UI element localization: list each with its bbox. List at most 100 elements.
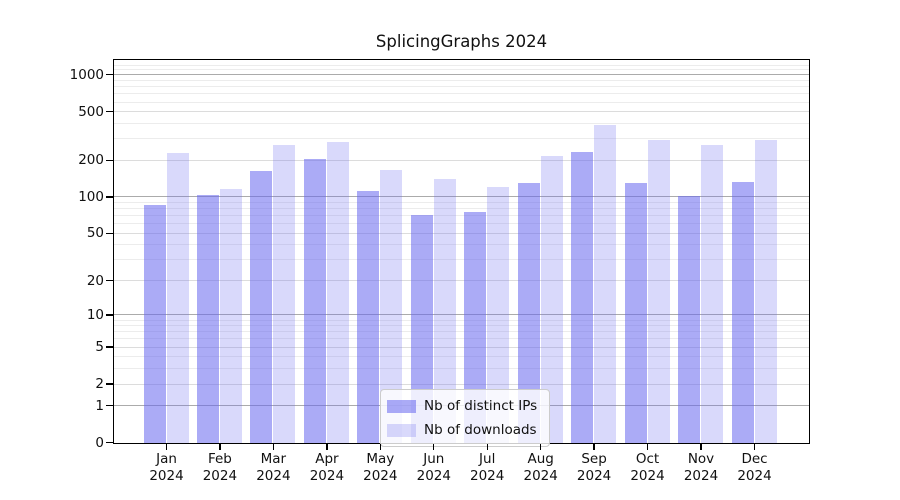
gridline-1200 bbox=[114, 64, 809, 66]
bar-nb-of-downloads-jan bbox=[166, 153, 189, 443]
gridline-1100 bbox=[114, 69, 809, 71]
gridline-20 bbox=[114, 280, 809, 281]
gridline-400 bbox=[114, 123, 809, 124]
bar-nb-of-downloads-feb bbox=[220, 189, 242, 443]
x-tick-label-dec: Dec 2024 bbox=[737, 451, 772, 484]
bar-nb-of-distinct-ips-oct bbox=[624, 182, 647, 443]
x-tick-mark-nov bbox=[700, 444, 702, 450]
y-tick-mark bbox=[106, 314, 113, 316]
y-tick-label-2: 2 bbox=[95, 376, 104, 392]
x-tick-label-may: May 2024 bbox=[363, 451, 398, 484]
bar-nb-of-downloads-apr bbox=[326, 142, 349, 443]
gridline-700 bbox=[114, 93, 809, 95]
gridline-100 bbox=[114, 196, 809, 198]
x-tick-mark-sep bbox=[593, 444, 595, 450]
gridline-9 bbox=[114, 319, 809, 321]
gridline-80 bbox=[114, 208, 809, 210]
x-tick-label-oct: Oct 2024 bbox=[630, 451, 665, 484]
bar-nb-of-downloads-oct bbox=[647, 140, 670, 443]
gridline-900 bbox=[114, 79, 809, 81]
bar-nb-of-downloads-mar bbox=[273, 144, 296, 443]
bar-nb-of-distinct-ips-apr bbox=[303, 159, 326, 443]
legend: Nb of distinct IPs Nb of downloads bbox=[380, 389, 551, 447]
gridline-500 bbox=[114, 111, 809, 113]
x-tick-label-mar: Mar 2024 bbox=[256, 451, 291, 484]
gridline-300 bbox=[114, 138, 809, 140]
y-tick-label-10: 10 bbox=[86, 306, 104, 323]
gridline-3 bbox=[114, 368, 809, 370]
x-tick-label-sep: Sep 2024 bbox=[576, 451, 612, 484]
y-tick-label-100: 100 bbox=[78, 188, 104, 205]
y-tick-label-1: 1 bbox=[95, 397, 104, 414]
gridline-90 bbox=[114, 201, 809, 203]
y-tick-mark bbox=[106, 383, 113, 385]
x-tick-label-nov: Nov 2024 bbox=[683, 451, 719, 484]
gridline-30 bbox=[114, 259, 809, 261]
y-tick-mark bbox=[106, 196, 113, 198]
y-tick-label-0: 0 bbox=[95, 434, 104, 451]
bar-nb-of-distinct-ips-dec bbox=[731, 181, 754, 443]
legend-swatch-distinct-ips bbox=[387, 399, 416, 413]
bar-nb-of-distinct-ips-aug bbox=[517, 182, 540, 443]
bar-nb-of-distinct-ips-may bbox=[357, 191, 380, 443]
gridline-8 bbox=[114, 325, 809, 327]
y-tick-label-1000: 1000 bbox=[69, 66, 104, 83]
legend-item-distinct-ips: Nb of distinct IPs bbox=[387, 398, 537, 414]
bar-nb-of-downloads-jul bbox=[487, 186, 510, 443]
x-tick-mark-jan bbox=[165, 444, 168, 450]
y-tick-mark bbox=[106, 346, 113, 348]
x-tick-mark-jun bbox=[433, 444, 435, 450]
bar-nb-of-distinct-ips-sep bbox=[571, 152, 594, 443]
chart-title: SplicingGraphs 2024 bbox=[375, 32, 548, 51]
gridline-10 bbox=[114, 314, 809, 316]
bar-nb-of-downloads-may bbox=[380, 170, 403, 443]
gridline-600 bbox=[114, 101, 809, 103]
gridline-7 bbox=[114, 331, 809, 333]
plot-area: Nb of distinct IPs Nb of downloads bbox=[113, 59, 810, 447]
y-tick-label-50: 50 bbox=[86, 225, 104, 242]
y-tick-mark bbox=[106, 159, 113, 161]
y-tick-label-5: 5 bbox=[95, 339, 104, 356]
gridline-60 bbox=[114, 223, 809, 225]
x-tick-label-feb: Feb 2024 bbox=[202, 451, 238, 484]
x-tick-mark-dec bbox=[753, 444, 756, 450]
gridline-800 bbox=[114, 86, 809, 88]
y-tick-mark bbox=[106, 74, 113, 76]
x-tick-mark-may bbox=[379, 444, 381, 450]
gridline-6 bbox=[114, 338, 809, 340]
legend-label-distinct-ips: Nb of distinct IPs bbox=[424, 398, 538, 414]
x-tick-label-jul: Jul 2024 bbox=[470, 451, 505, 484]
y-tick-mark bbox=[106, 404, 113, 407]
y-tick-mark bbox=[106, 111, 113, 113]
y-tick-mark bbox=[106, 232, 113, 234]
bar-nb-of-downloads-dec bbox=[754, 139, 777, 443]
x-tick-label-jan: Jan 2024 bbox=[149, 451, 184, 484]
x-tick-label-jun: Jun 2024 bbox=[416, 451, 451, 484]
y-tick-mark bbox=[106, 441, 113, 444]
x-tick-label-aug: Aug 2024 bbox=[523, 451, 558, 484]
bar-nb-of-distinct-ips-nov bbox=[678, 195, 700, 443]
gridline-5 bbox=[114, 346, 809, 348]
gridline-70 bbox=[114, 215, 809, 217]
bar-nb-of-distinct-ips-feb bbox=[197, 195, 219, 443]
x-tick-mark-jul bbox=[486, 444, 488, 450]
bar-nb-of-distinct-ips-jul bbox=[464, 211, 487, 443]
bar-nb-of-downloads-jun bbox=[433, 178, 456, 443]
gridline-1000 bbox=[114, 74, 809, 76]
bar-nb-of-downloads-nov bbox=[701, 144, 723, 443]
bar-nb-of-downloads-sep bbox=[594, 124, 617, 443]
x-tick-mark-apr bbox=[326, 444, 328, 450]
gridline-4 bbox=[114, 356, 809, 358]
y-tick-label-200: 200 bbox=[78, 152, 104, 169]
x-tick-mark-oct bbox=[646, 444, 649, 450]
gridline-2 bbox=[114, 383, 809, 385]
gridline-200 bbox=[114, 159, 809, 161]
legend-label-downloads: Nb of downloads bbox=[424, 422, 537, 438]
x-tick-mark-mar bbox=[272, 444, 275, 450]
bar-nb-of-distinct-ips-jun bbox=[410, 215, 433, 443]
x-tick-mark-feb bbox=[219, 444, 221, 450]
bar-nb-of-distinct-ips-mar bbox=[250, 170, 273, 443]
legend-swatch-downloads bbox=[387, 423, 416, 437]
y-tick-label-20: 20 bbox=[86, 272, 104, 289]
